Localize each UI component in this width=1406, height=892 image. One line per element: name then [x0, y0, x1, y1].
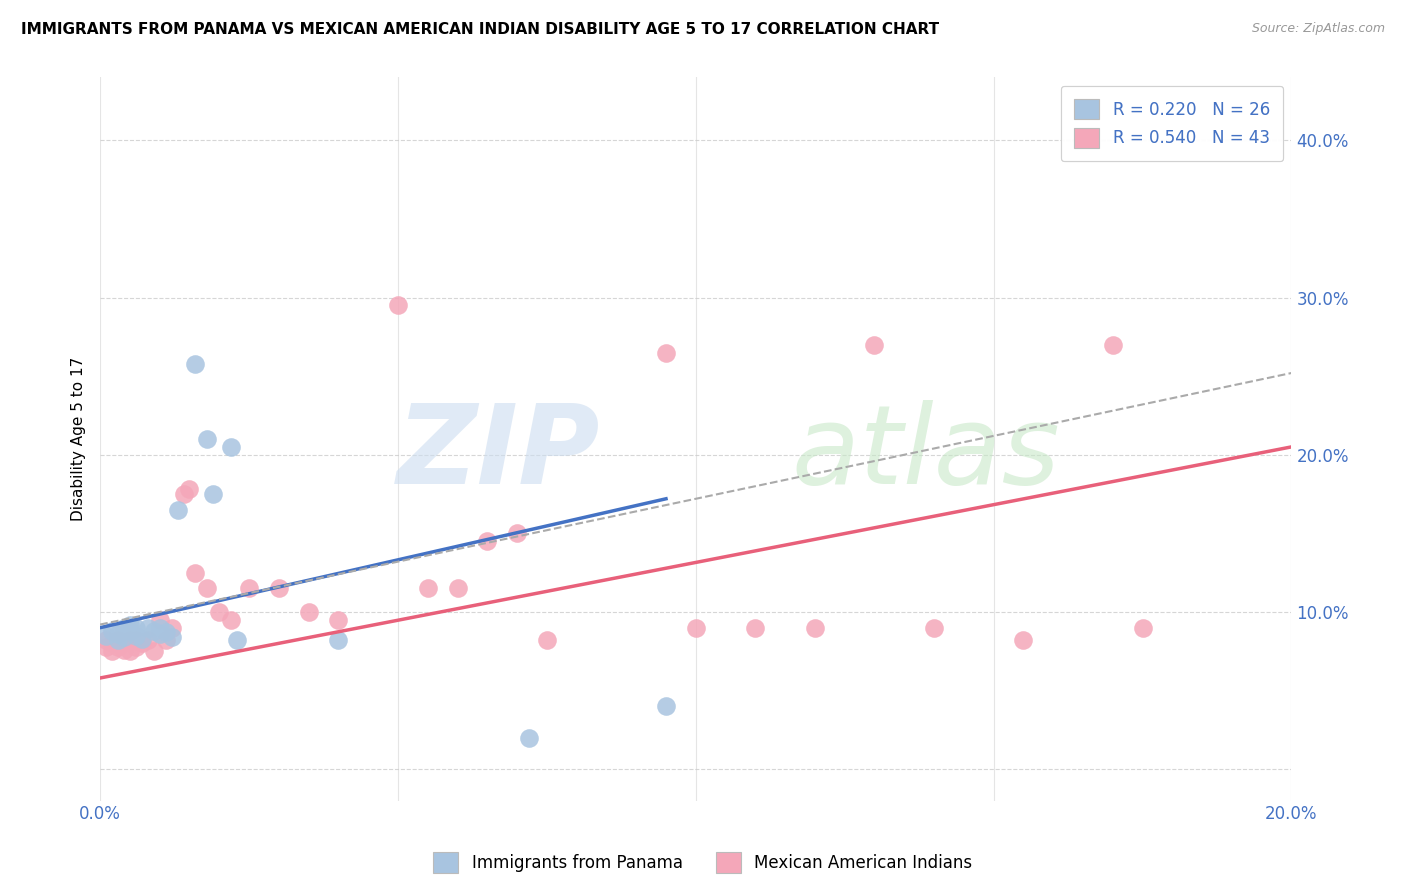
Point	[179, 483, 201, 497]
Point	[655, 345, 678, 359]
Point	[517, 731, 540, 745]
Point	[446, 582, 468, 596]
Point	[118, 633, 141, 648]
Point	[1101, 337, 1123, 351]
Point	[219, 440, 242, 454]
Point	[195, 432, 218, 446]
Point	[297, 605, 319, 619]
Point	[536, 633, 558, 648]
Text: IMMIGRANTS FROM PANAMA VS MEXICAN AMERICAN INDIAN DISABILITY AGE 5 TO 17 CORRELA: IMMIGRANTS FROM PANAMA VS MEXICAN AMERIC…	[21, 22, 939, 37]
Point	[184, 566, 207, 580]
Point	[160, 630, 183, 644]
Point	[477, 534, 499, 549]
Point	[125, 621, 148, 635]
Point	[655, 699, 678, 714]
Point	[208, 605, 231, 619]
Point	[112, 642, 135, 657]
Point	[107, 633, 129, 648]
Point	[160, 621, 183, 635]
Point	[238, 582, 260, 596]
Point	[506, 526, 529, 541]
Point	[149, 627, 172, 641]
Point	[112, 636, 135, 650]
Point	[131, 636, 153, 650]
Point	[136, 633, 159, 648]
Point	[112, 630, 135, 644]
Point	[112, 621, 135, 635]
Text: Source: ZipAtlas.com: Source: ZipAtlas.com	[1251, 22, 1385, 36]
Legend: Immigrants from Panama, Mexican American Indians: Immigrants from Panama, Mexican American…	[427, 846, 979, 880]
Point	[922, 621, 945, 635]
Point	[101, 644, 124, 658]
Point	[685, 621, 707, 635]
Point	[101, 636, 124, 650]
Point	[94, 628, 117, 642]
Y-axis label: Disability Age 5 to 17: Disability Age 5 to 17	[72, 357, 86, 521]
Point	[416, 582, 439, 596]
Point	[149, 621, 172, 635]
Point	[118, 617, 141, 632]
Point	[118, 624, 141, 638]
Point	[173, 487, 195, 501]
Point	[149, 613, 172, 627]
Point	[94, 640, 117, 654]
Point	[107, 627, 129, 641]
Point	[1012, 633, 1035, 648]
Point	[863, 337, 886, 351]
Point	[155, 633, 177, 648]
Point	[202, 487, 225, 501]
Point	[101, 624, 124, 638]
Point	[125, 633, 148, 648]
Point	[142, 624, 165, 638]
Legend: R = 0.220   N = 26, R = 0.540   N = 43: R = 0.220 N = 26, R = 0.540 N = 43	[1062, 86, 1284, 161]
Point	[125, 640, 148, 654]
Point	[219, 613, 242, 627]
Point	[226, 633, 249, 648]
Point	[387, 298, 409, 312]
Point	[184, 357, 207, 371]
Point	[267, 582, 290, 596]
Point	[155, 625, 177, 640]
Point	[107, 640, 129, 654]
Point	[166, 502, 188, 516]
Text: atlas: atlas	[792, 400, 1060, 507]
Point	[107, 633, 129, 648]
Point	[328, 613, 350, 627]
Point	[1132, 621, 1154, 635]
Point	[118, 644, 141, 658]
Point	[125, 628, 148, 642]
Point	[744, 621, 766, 635]
Point	[94, 633, 117, 648]
Text: ZIP: ZIP	[396, 400, 600, 507]
Point	[136, 621, 159, 635]
Point	[195, 582, 218, 596]
Point	[804, 621, 827, 635]
Point	[142, 644, 165, 658]
Point	[131, 632, 153, 646]
Point	[328, 633, 350, 648]
